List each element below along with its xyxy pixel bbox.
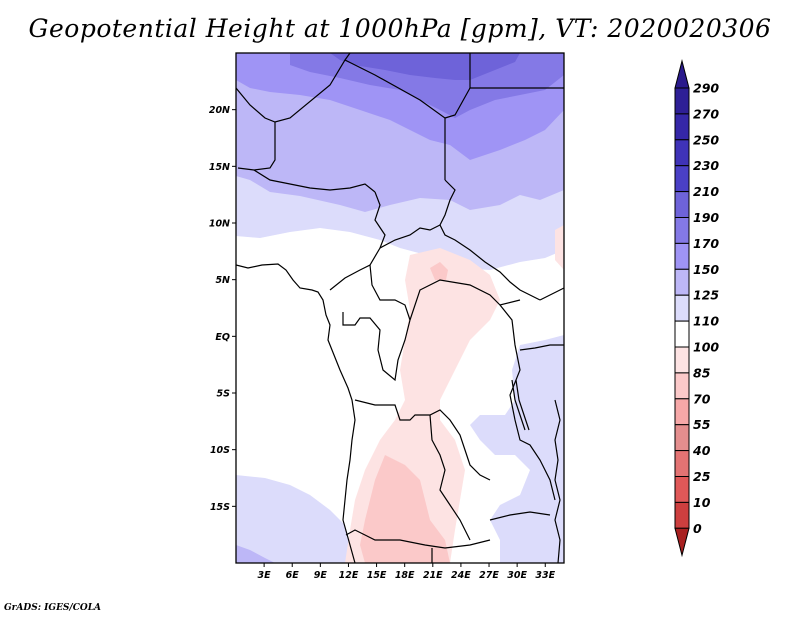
colorbar-label: 150: [693, 262, 719, 277]
border-car-congo: [369, 264, 411, 321]
border-uganda: [519, 344, 564, 351]
lon-tick-label: 15E: [367, 570, 387, 581]
colorbar-segment: [674, 346, 690, 374]
colorbar-label: 25: [693, 469, 711, 484]
colorbar-label: 40: [692, 443, 711, 458]
border-libya-chad: [444, 87, 471, 119]
lon-tick-label: 21E: [423, 570, 443, 581]
lon-tick-label: 3E: [258, 570, 272, 581]
border-algeria-niger: [344, 59, 446, 180]
lon-tick-label: 24E: [451, 570, 471, 581]
border-angola-namibia: [345, 529, 491, 549]
lat-tick-label: EQ: [215, 332, 230, 343]
lon-tick-label: 33E: [535, 570, 555, 581]
chart-title: Geopotential Height at 1000hPa [gpm], VT…: [28, 14, 772, 43]
colorbar-segment: [674, 139, 690, 167]
lat-tick-label: 20N: [209, 105, 230, 116]
colorbar-label: 230: [693, 158, 719, 173]
colorbar-label: 250: [693, 132, 719, 147]
colorbar-segment: [674, 113, 690, 141]
coastline-west-africa: [236, 263, 356, 563]
colorbar-label: 10: [693, 495, 711, 510]
colorbar-label: 0: [693, 521, 702, 536]
colorbar-label: 190: [693, 210, 719, 225]
colorbar-label: 290: [693, 81, 719, 96]
border-chad-sudan: [439, 179, 541, 301]
colorbar-segment: [674, 450, 690, 478]
border-niger-south: [253, 169, 376, 193]
colorbar-segment: [674, 165, 690, 193]
field-band-85-central: [430, 262, 448, 280]
colorbar-segment: [674, 398, 690, 426]
field-band-125-southwest: [236, 475, 355, 563]
colorbar-top-arrow: [674, 59, 690, 89]
map-axes: 20N 15N 10N 5N EQ 5S 10S 15S 3E 6E 9E 12E 15E 18E 21E 2…: [209, 105, 556, 581]
border-lake-tanganyika: [511, 379, 526, 431]
border-angola-zambia: [429, 414, 471, 541]
colorbar-segment: [674, 242, 690, 270]
colorbar-label: 125: [693, 288, 719, 303]
lat-tick-label: 15N: [209, 162, 230, 173]
colorbar-segment: [674, 294, 690, 322]
border-zambia-south: [489, 511, 551, 521]
map-frame: [235, 52, 565, 564]
border-mali-niger: [237, 122, 276, 171]
colorbar: 2902702502302101901701501251101008570554…: [674, 59, 719, 558]
colorbar-segment: [674, 424, 690, 452]
lon-tick-label: 30E: [507, 570, 527, 581]
lat-tick-label: 5N: [215, 275, 230, 286]
country-borders: [236, 53, 564, 563]
field-band-85-south: [360, 455, 450, 563]
colorbar-segment: [674, 501, 690, 529]
lat-tick-label: 15S: [210, 502, 230, 513]
colorbar-label: 55: [693, 417, 711, 432]
colorbar-label: 70: [693, 391, 711, 406]
colorbar-label: 170: [693, 236, 719, 251]
colorbar-label: 85: [693, 365, 711, 380]
lat-tick-label: 5S: [217, 389, 231, 400]
border-east-edge: [554, 399, 561, 563]
field-band-125-east: [470, 335, 564, 563]
geopotential-field: [236, 53, 564, 563]
colorbar-segment: [674, 320, 690, 348]
colorbar-label: 270: [693, 106, 719, 121]
colorbar-segment: [674, 268, 690, 296]
border-east-africa: [499, 304, 556, 501]
border-gabon-congo: [342, 312, 411, 382]
colorbar-label: 110: [693, 314, 719, 329]
colorbar-segment: [674, 476, 690, 503]
colorbar-label: 100: [693, 340, 719, 355]
colorbar-segment: [674, 217, 690, 244]
field-band-210: [330, 53, 520, 80]
lat-tick-label: 10N: [209, 219, 230, 230]
border-niger-north: [236, 53, 351, 123]
colorbar-label: 210: [693, 184, 719, 199]
colorbar-segment: [674, 87, 690, 115]
colorbar-segment: [674, 372, 690, 400]
lon-tick-label: 12E: [339, 570, 359, 581]
grads-credit: GrADS: IGES/COLA: [4, 603, 102, 613]
lon-tick-label: 9E: [314, 570, 328, 581]
lon-tick-label: 18E: [395, 570, 415, 581]
border-east-north: [539, 287, 564, 301]
field-band-150-southwest: [236, 545, 275, 563]
lat-tick-label: 10S: [210, 445, 230, 456]
colorbar-segment: [674, 191, 690, 219]
border-lake-tanganyika-2: [515, 379, 530, 431]
lon-tick-label: 27E: [479, 570, 499, 581]
border-drc-angola: [354, 399, 491, 481]
border-cameroon-car: [379, 224, 441, 249]
field-band-100-east: [555, 225, 564, 270]
lon-tick-label: 6E: [286, 570, 300, 581]
colorbar-bottom-arrow: [674, 527, 690, 558]
